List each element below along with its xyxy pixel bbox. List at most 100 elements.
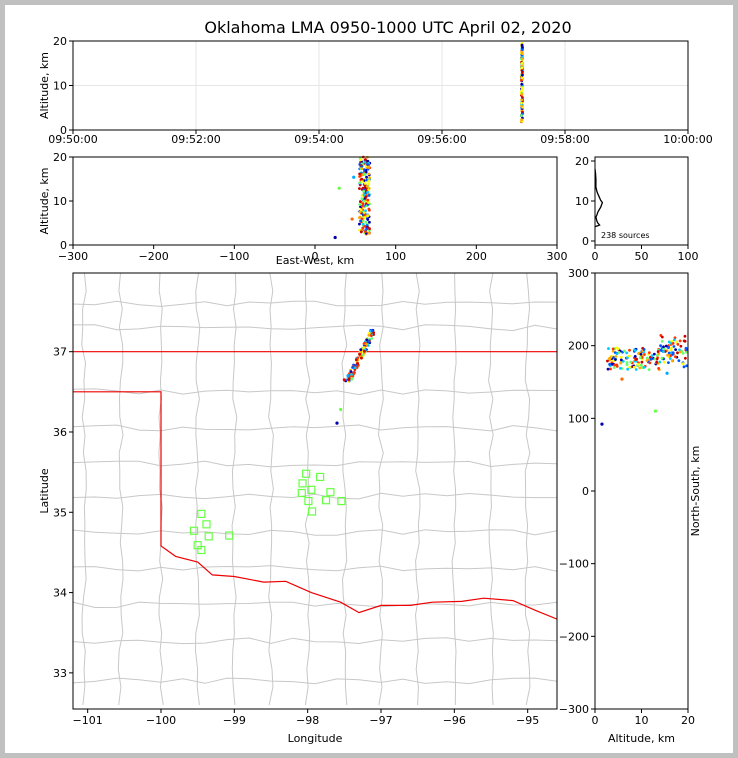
x-tick-label: 0 [592,250,599,263]
source-point [350,373,353,376]
y-tick-label: 0 [582,235,589,248]
source-point [362,346,366,350]
station-marker [197,509,206,518]
station-marker [302,469,311,478]
source-point [660,335,664,339]
source-point [633,354,637,358]
source-point [520,57,524,61]
station-marker [297,488,306,498]
source-point [366,190,370,194]
source-point [620,377,624,381]
source-point [367,194,371,197]
station-marker [189,526,199,535]
source-point [358,181,362,185]
source-point [628,365,631,369]
y-axis-label: North-South, km [689,446,702,537]
source-point [358,216,361,220]
source-point [358,352,361,356]
source-point [683,334,687,338]
source-point [655,357,659,361]
source-point [662,345,665,349]
x-tick-label: −99 [223,714,246,727]
source-point [619,358,623,362]
x-axis-label: Longitude [288,732,343,745]
source-point [614,355,618,358]
station-marker [326,488,335,497]
y-tick-label: 100 [568,412,589,425]
y-tick-label: 37 [53,346,67,359]
county-line [451,273,457,706]
source-point [367,207,371,211]
source-point [359,208,363,212]
source-point [365,342,368,346]
x-tick-label: −97 [369,714,392,727]
county-line [377,273,384,706]
y-axis-label: Altitude, km [38,52,51,119]
x-tick-label: 09:50:00 [48,133,97,146]
station-marker [307,507,317,516]
source-count-label: 238 sources [601,231,650,240]
source-point [368,220,371,224]
y-axis-label: Altitude, km [38,167,51,234]
source-point [365,185,369,188]
source-point [627,354,631,358]
source-point [648,361,652,365]
y-tick-label: 10 [575,195,589,208]
axes-frame [72,156,558,246]
source-point [606,359,609,363]
source-point [367,201,370,204]
east-west-altitude-panel: −300 −200 −100 0 100 200 300 0 10 20 East-West, km… [38,151,568,267]
altitude-north-south-panel: 0 10 20 −300 −200 −100 0 100 200 300 Altitude, km N… [559,267,702,745]
source-point [358,172,362,176]
county-line [268,273,274,706]
source-point [621,359,625,363]
county-line [488,273,494,706]
y-tick-label: 200 [568,340,589,353]
axes-frame [72,272,558,710]
source-point [652,352,656,356]
source-point [683,356,687,360]
source-point [362,193,366,197]
source-point [647,351,651,355]
source-point [363,224,367,228]
source-point [359,219,362,223]
source-point [677,359,681,363]
county-line [414,273,421,706]
county-line [231,273,238,706]
y-tick-label: 0 [582,485,589,498]
source-point [520,61,524,65]
x-tick-label: −200 [139,250,169,263]
source-point [349,370,353,373]
source-point [606,367,610,371]
source-point [360,204,364,208]
source-point [649,357,653,361]
source-point [662,360,666,364]
source-point [364,195,368,199]
source-point [368,176,372,180]
county-line [158,273,164,706]
histogram-line [594,168,604,228]
source-point [672,345,676,348]
source-point [678,348,681,352]
source-point [672,338,676,342]
source-point [665,371,669,375]
source-point [655,360,659,364]
source-point [671,359,674,363]
source-point [363,215,367,219]
source-point [634,368,638,371]
source-point [619,366,622,370]
source-point [365,175,368,179]
source-point [363,173,367,176]
source-point [685,348,688,351]
source-point [642,348,646,351]
source-point [626,356,629,360]
station-marker [316,472,325,482]
source-point [363,158,367,161]
source-point [333,235,337,240]
station-marker [304,496,313,506]
source-point [372,331,376,335]
source-point [650,354,654,358]
source-point [666,353,669,357]
source-point [360,167,364,171]
source-point [653,357,657,361]
